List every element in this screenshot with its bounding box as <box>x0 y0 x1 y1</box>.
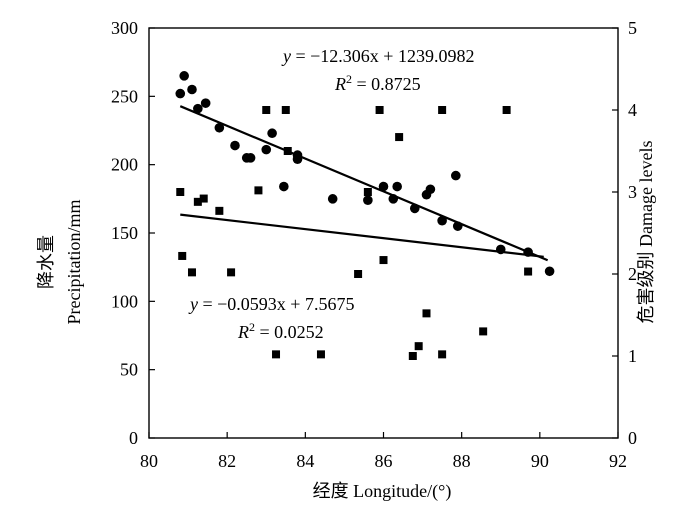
data-point-square <box>281 106 290 114</box>
data-point-square <box>354 270 363 278</box>
trendline-circles <box>179 105 549 262</box>
data-point-circle <box>267 128 277 139</box>
data-point-square <box>262 106 271 114</box>
data-point-circle <box>363 195 373 205</box>
trendline-r2-squares: R2 = 0.0252 <box>237 320 324 342</box>
data-point-circle <box>425 184 436 195</box>
x-tick-label: 90 <box>531 451 549 471</box>
trendline-equation-squares: y = −0.0593x + 7.5675 <box>188 294 354 314</box>
y-left-tick-label: 300 <box>111 18 138 38</box>
y-left-tick-label: 200 <box>111 155 138 175</box>
y-left-tick-label: 100 <box>111 291 138 311</box>
data-point-circle <box>378 181 389 192</box>
data-point-square <box>215 206 224 215</box>
data-point-circle <box>388 194 399 204</box>
y-right-tick-label: 1 <box>628 346 637 366</box>
data-point-circle <box>452 221 463 231</box>
data-point-square <box>502 106 511 114</box>
data-point-circle <box>193 103 203 114</box>
data-point-circle <box>495 244 506 255</box>
data-point-square <box>363 188 372 196</box>
data-point-square <box>254 186 263 195</box>
y-left-tick-label: 150 <box>111 223 138 243</box>
data-points <box>175 71 555 360</box>
data-point-circle <box>261 144 272 155</box>
x-tick-label: 80 <box>140 451 158 471</box>
y-left-tick-label: 50 <box>120 360 138 380</box>
y-left-axis-title-line1: 降水量 <box>36 235 56 289</box>
data-point-circle <box>245 153 256 163</box>
y-left-tick-label: 250 <box>111 86 138 106</box>
trendline-r2-circles: R2 = 0.8725 <box>334 72 421 94</box>
y-right-tick-label: 3 <box>628 182 637 202</box>
data-point-circle <box>187 84 197 95</box>
y-left-axis-title-line2: Precipitation/mm <box>64 200 84 325</box>
data-point-circle <box>451 170 461 181</box>
eq1-rest: = −12.306x + 1239.0982 <box>291 46 474 66</box>
y-right-tick-label: 5 <box>628 18 637 38</box>
data-point-circle <box>292 150 303 160</box>
data-point-square <box>187 268 196 277</box>
y-right-tick-label: 4 <box>628 100 637 120</box>
data-point-square <box>479 327 488 336</box>
data-point-circle <box>544 266 555 277</box>
data-point-square <box>438 106 447 114</box>
data-point-square <box>395 133 404 142</box>
data-point-square <box>227 268 236 277</box>
x-axis-title: 经度 Longitude/(°) <box>313 481 452 502</box>
data-point-circle <box>437 215 447 226</box>
trendline-equation-circles: y = −12.306x + 1239.0982 <box>281 46 474 66</box>
trendlines <box>179 105 549 262</box>
x-tick-label: 88 <box>453 451 471 471</box>
data-point-square <box>379 256 388 265</box>
data-point-square <box>283 147 292 155</box>
data-point-circle <box>392 181 402 192</box>
data-point-square <box>408 352 417 360</box>
data-point-square <box>414 342 423 351</box>
data-point-circle <box>230 140 240 151</box>
y-right-tick-label: 2 <box>628 264 637 284</box>
data-point-circle <box>327 194 338 204</box>
data-point-circle <box>200 98 211 108</box>
x-tick-label: 84 <box>296 451 314 471</box>
data-point-circle <box>523 247 533 257</box>
data-point-square <box>178 251 187 260</box>
data-point-circle <box>214 122 225 133</box>
data-point-square <box>438 350 447 359</box>
y-right-tick-label: 0 <box>628 428 637 448</box>
y-left-tick-label: 0 <box>129 428 138 448</box>
data-point-square <box>193 197 202 206</box>
x-tick-label: 82 <box>218 451 236 471</box>
data-point-circle <box>279 181 289 192</box>
data-point-square <box>422 309 431 318</box>
data-point-square <box>176 188 185 196</box>
data-point-square <box>524 267 533 276</box>
data-point-square <box>199 194 208 203</box>
data-point-circle <box>409 203 420 214</box>
data-point-circle <box>179 71 189 81</box>
data-point-square <box>272 350 281 359</box>
trendline-squares <box>180 213 544 258</box>
data-point-circle <box>175 88 186 99</box>
data-point-square <box>316 350 325 359</box>
x-tick-label: 92 <box>609 451 627 471</box>
data-point-square <box>375 106 384 114</box>
x-tick-label: 86 <box>375 451 393 471</box>
y-right-axis-title: 危害级别 Damage levels <box>636 141 656 324</box>
